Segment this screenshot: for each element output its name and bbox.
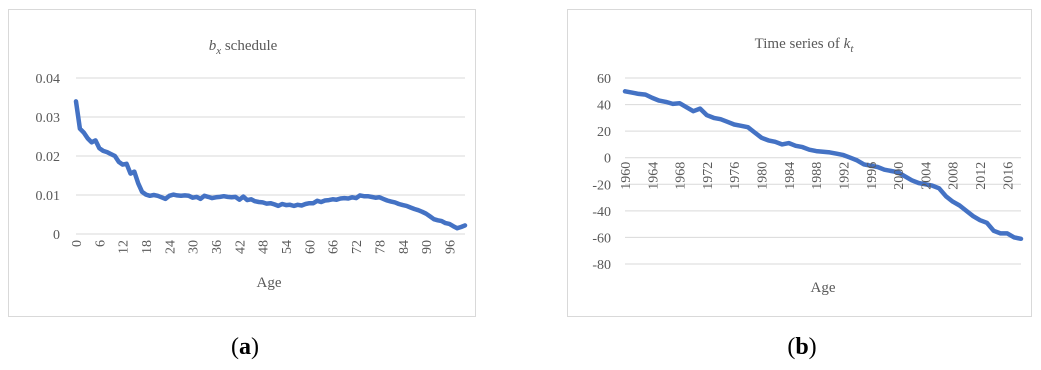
- y-tick-label: 0.04: [36, 72, 61, 87]
- y-tick-label: -40: [592, 205, 611, 220]
- x-tick-label: 1972: [701, 162, 716, 190]
- y-tick-label: 0: [53, 228, 60, 243]
- y-tick-label: 0.03: [36, 111, 61, 126]
- chart-panel-a: 0 0.01 0.02 0.03 0.04 0 6 12 18 24 30 36 42 48 54 60 66 7…: [8, 9, 476, 317]
- x-tick-label: 1960: [619, 162, 634, 190]
- chart-title: bx schedule: [209, 38, 278, 57]
- x-tick-label: 0: [70, 240, 85, 247]
- y-tick-label: 0.01: [36, 189, 61, 204]
- x-tick-label: 78: [373, 240, 388, 254]
- chart-a-svg: 0 0.01 0.02 0.03 0.04 0 6 12 18 24 30 36 42 48 54 60 66 7…: [36, 38, 468, 291]
- series-line: [622, 89, 1024, 242]
- x-tick-label: 2012: [974, 162, 989, 190]
- x-tick-label: 1968: [674, 162, 689, 190]
- chart-b-svg: 60 40 20 0 -20 -40 -60 -80 1960 1964 1968 1972 1976 1…: [592, 36, 1024, 296]
- caption-a: (a): [231, 334, 259, 360]
- x-tick-label: 6: [93, 240, 108, 247]
- x-tick-label: 2000: [892, 162, 907, 190]
- x-tick-label: 90: [420, 240, 435, 254]
- x-tick-label: 2008: [947, 162, 962, 190]
- y-tick-label: 60: [597, 72, 611, 87]
- y-tick-label: -60: [592, 231, 611, 246]
- x-tick-label: 1984: [783, 162, 798, 190]
- x-tick-label: 42: [233, 240, 248, 254]
- x-tick-label: 2004: [919, 162, 934, 190]
- y-tick-label: -20: [592, 178, 611, 193]
- x-tick-label: 1988: [810, 162, 825, 190]
- x-tick-label: 18: [140, 240, 155, 254]
- y-tick-label: 0: [604, 152, 611, 167]
- x-tick-label: 60: [303, 240, 318, 254]
- x-tick-label: 72: [350, 240, 365, 254]
- x-tick-label: 2016: [1001, 162, 1016, 190]
- x-tick-label: 30: [187, 240, 202, 254]
- caption-b: (b): [787, 334, 817, 360]
- x-tick-label: 1992: [837, 162, 852, 190]
- chart-panel-b: 60 40 20 0 -20 -40 -60 -80 1960 1964 1968 1972 1976 1…: [567, 9, 1032, 317]
- y-tick-label: 0.02: [36, 150, 61, 165]
- x-tick-label: 12: [117, 240, 132, 254]
- x-tick-label: 1964: [646, 162, 661, 190]
- x-tick-label: 54: [280, 240, 295, 254]
- x-axis-label: Age: [257, 275, 282, 291]
- x-tick-label: 24: [163, 240, 178, 254]
- x-tick-label: 1980: [756, 162, 771, 190]
- y-tick-label: 40: [597, 99, 611, 114]
- x-tick-label: 48: [257, 240, 272, 254]
- y-tick-label: -80: [592, 258, 611, 273]
- x-tick-label: 84: [397, 240, 412, 254]
- x-tick-label: 96: [443, 240, 458, 254]
- series-line: [73, 99, 468, 231]
- x-tick-label: 1996: [865, 162, 880, 190]
- x-axis-label: Age: [811, 280, 836, 296]
- y-tick-label: 20: [597, 125, 611, 140]
- x-tick-label: 1976: [728, 162, 743, 190]
- x-tick-label: 66: [327, 240, 342, 254]
- x-tick-label: 36: [210, 240, 225, 254]
- chart-title: Time series of kt: [755, 36, 855, 55]
